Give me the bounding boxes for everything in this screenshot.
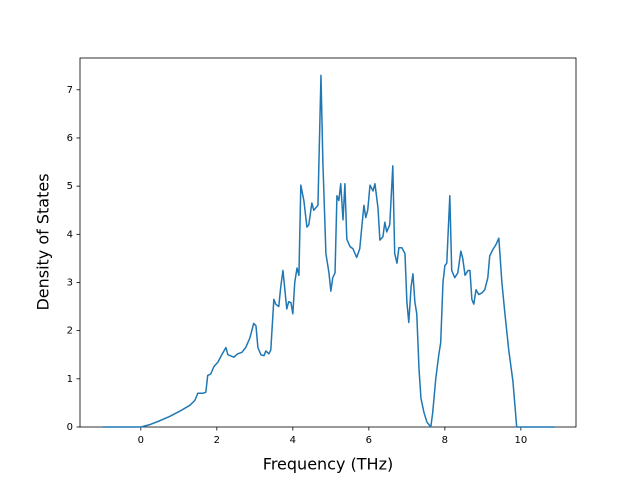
x-tick-label: 2 xyxy=(214,435,220,446)
x-axis-label: Frequency (THz) xyxy=(263,455,393,474)
y-axis-label: Density of States xyxy=(34,173,53,310)
x-tick-label: 8 xyxy=(442,435,448,446)
y-tick-label: 0 xyxy=(67,422,73,433)
y-tick-label: 6 xyxy=(67,133,73,144)
y-tick-label: 2 xyxy=(67,326,73,337)
y-tick-label: 4 xyxy=(67,229,73,240)
y-tick-label: 7 xyxy=(67,85,73,96)
x-tick-label: 6 xyxy=(366,435,372,446)
y-tick-label: 1 xyxy=(67,374,73,385)
y-tick-label: 3 xyxy=(67,277,73,288)
y-tick-label: 5 xyxy=(67,181,73,192)
x-tick-label: 10 xyxy=(515,435,528,446)
x-tick-label: 4 xyxy=(290,435,296,446)
plot-frame xyxy=(79,57,577,428)
x-tick-label: 0 xyxy=(138,435,144,446)
dos-line xyxy=(102,74,555,428)
